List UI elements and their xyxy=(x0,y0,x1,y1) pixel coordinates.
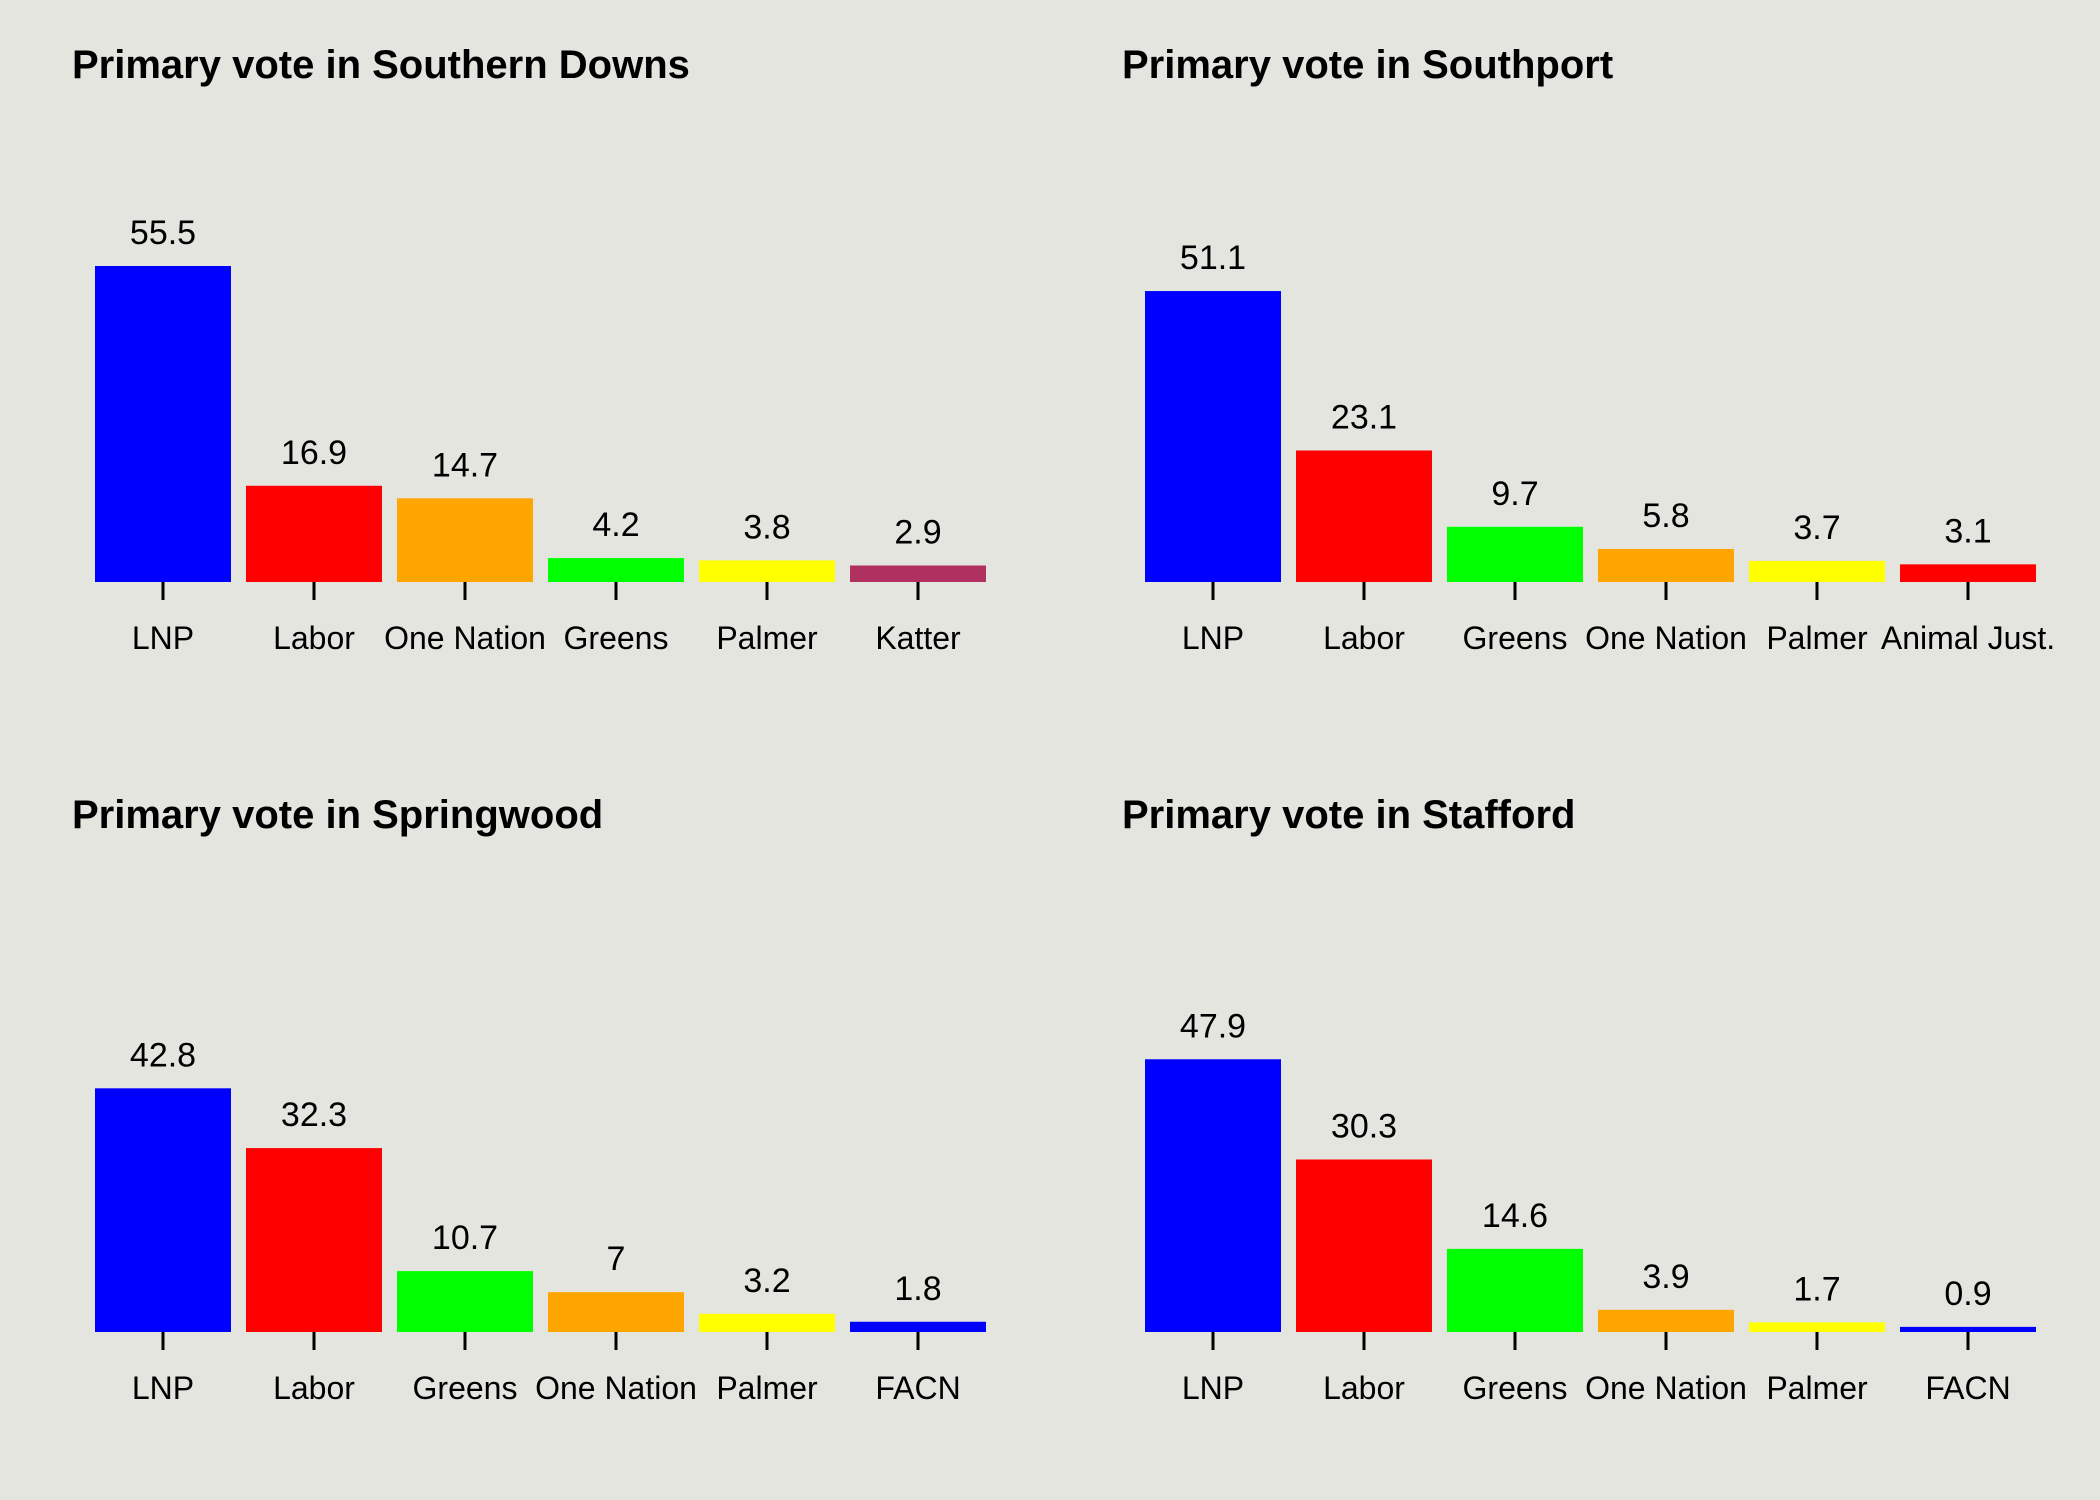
x-tick-label: One Nation xyxy=(535,1370,697,1406)
x-tick-label: LNP xyxy=(132,620,194,656)
data-label: 4.2 xyxy=(592,506,639,544)
data-label: 3.2 xyxy=(743,1262,790,1300)
bar-greens xyxy=(1447,1248,1583,1332)
x-tick-label: Palmer xyxy=(1766,1370,1868,1406)
x-tick-label: FACN xyxy=(1925,1370,2010,1406)
x-tick-label: Labor xyxy=(273,1370,355,1406)
bar-greens xyxy=(397,1271,533,1332)
data-label: 55.5 xyxy=(130,214,196,252)
chart-panel-2: Primary vote in Southport 51.1 LNP 23.1 Labo… xyxy=(1122,43,2055,656)
bar-lnp xyxy=(1145,1059,1281,1332)
chart-title: Primary vote in Southern Downs xyxy=(72,43,690,87)
x-tick-label: LNP xyxy=(1182,1370,1244,1406)
data-label: 10.7 xyxy=(432,1219,498,1257)
bar-labor xyxy=(246,1148,382,1332)
bar-katter xyxy=(850,565,986,582)
chart-title: Primary vote in Southport xyxy=(1122,43,1613,87)
data-label: 42.8 xyxy=(130,1036,196,1074)
bar-animal-just xyxy=(1900,564,2036,582)
data-label: 47.9 xyxy=(1180,1007,1246,1045)
data-label: 0.9 xyxy=(1944,1275,1991,1313)
data-label: 14.7 xyxy=(432,446,498,484)
data-label: 1.8 xyxy=(894,1270,941,1308)
x-tick-label: Palmer xyxy=(716,1370,818,1406)
bar-palmer xyxy=(699,560,835,582)
data-label: 3.1 xyxy=(1944,512,1991,550)
x-tick-label: One Nation xyxy=(1585,1370,1747,1406)
x-tick-label: Labor xyxy=(273,620,355,656)
x-tick-label: Labor xyxy=(1323,620,1405,656)
bar-lnp xyxy=(1145,291,1281,582)
data-label: 7 xyxy=(607,1240,626,1278)
x-tick-label: Labor xyxy=(1323,1370,1405,1406)
x-tick-label: FACN xyxy=(875,1370,960,1406)
x-tick-label: One Nation xyxy=(1585,620,1747,656)
chart-panel-4: Primary vote in Stafford 47.9 LNP 30.3 Labor… xyxy=(1122,793,2036,1406)
x-tick-label: Katter xyxy=(875,620,961,656)
x-tick-label: LNP xyxy=(132,1370,194,1406)
chart-panel-1: Primary vote in Southern Downs 55.5 LNP 16.… xyxy=(72,43,986,656)
data-label: 23.1 xyxy=(1331,398,1397,436)
chart-title: Primary vote in Stafford xyxy=(1122,793,1575,837)
data-label: 51.1 xyxy=(1180,239,1246,277)
x-tick-label: Palmer xyxy=(1766,620,1868,656)
bar-labor xyxy=(1296,1159,1432,1332)
data-label: 9.7 xyxy=(1491,475,1538,513)
data-label: 3.9 xyxy=(1642,1258,1689,1296)
bar-lnp xyxy=(95,1088,231,1332)
data-label: 16.9 xyxy=(281,434,347,472)
x-tick-label: Greens xyxy=(564,620,669,656)
bar-lnp xyxy=(95,266,231,582)
bar-facn xyxy=(850,1321,986,1332)
bar-greens xyxy=(1447,526,1583,582)
x-tick-label: Greens xyxy=(413,1370,518,1406)
x-tick-label: LNP xyxy=(1182,620,1244,656)
x-tick-label: Palmer xyxy=(716,620,818,656)
bar-greens xyxy=(548,558,684,582)
x-tick-label: Animal Just. xyxy=(1881,620,2055,656)
x-tick-label: Greens xyxy=(1463,1370,1568,1406)
bar-one-nation xyxy=(548,1292,684,1332)
data-label: 3.7 xyxy=(1793,509,1840,547)
data-label: 1.7 xyxy=(1793,1270,1840,1308)
data-label: 5.8 xyxy=(1642,497,1689,535)
data-label: 14.6 xyxy=(1482,1197,1548,1235)
bar-palmer xyxy=(699,1313,835,1332)
bar-facn xyxy=(1900,1326,2036,1332)
bar-palmer xyxy=(1749,1322,1885,1332)
x-tick-label: Greens xyxy=(1463,620,1568,656)
chart-panel-3: Primary vote in Springwood 42.8 LNP 32.3 Lab… xyxy=(72,793,986,1406)
bar-one-nation xyxy=(1598,1309,1734,1332)
bar-labor xyxy=(1296,450,1432,582)
bar-palmer xyxy=(1749,560,1885,582)
data-label: 2.9 xyxy=(894,513,941,551)
chart-title: Primary vote in Springwood xyxy=(72,793,603,837)
data-label: 32.3 xyxy=(281,1096,347,1134)
bar-labor xyxy=(246,485,382,582)
bar-one-nation xyxy=(1598,548,1734,582)
x-tick-label: One Nation xyxy=(384,620,546,656)
data-label: 3.8 xyxy=(743,508,790,546)
bar-one-nation xyxy=(397,498,533,582)
data-label: 30.3 xyxy=(1331,1107,1397,1145)
